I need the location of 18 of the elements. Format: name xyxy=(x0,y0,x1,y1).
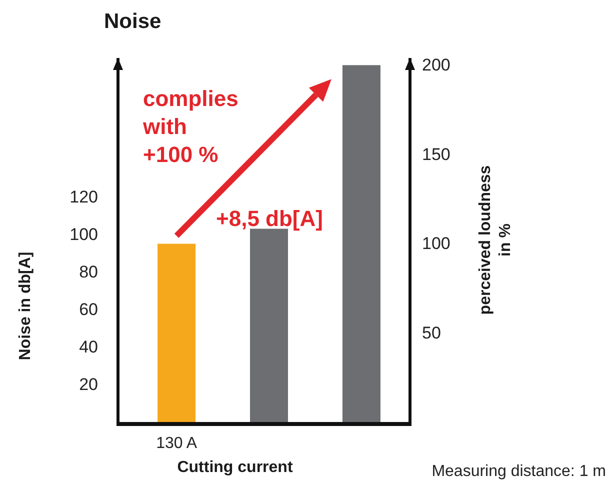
y-tick-label: 20 xyxy=(79,374,98,394)
y2-tick-label: 100 xyxy=(422,234,450,254)
annotation: complies with +100 % xyxy=(142,86,238,167)
x-axis-title: Cutting current xyxy=(177,459,294,476)
y-tick-label: 100 xyxy=(70,224,98,244)
text: Measuring distance: 1 m xyxy=(432,463,606,480)
y2-tick-label: 200 xyxy=(422,56,450,75)
y-tick-label: 120 xyxy=(70,187,98,206)
x-tick-label: 130 A xyxy=(156,435,198,452)
y-tick-label: 40 xyxy=(79,337,98,356)
y-axis-title: Noise in db[A] xyxy=(17,252,34,360)
y2-axis-title: perceived loudness in % xyxy=(477,165,514,315)
y-tick-label: 80 xyxy=(79,262,98,282)
y2-tick-label: 50 xyxy=(422,323,441,342)
chart-title: Noise xyxy=(104,10,162,33)
y-tick-label: 60 xyxy=(79,300,98,319)
y2-tick-label: 150 xyxy=(422,144,450,164)
annotation: +8,5 db[A] xyxy=(216,206,323,231)
